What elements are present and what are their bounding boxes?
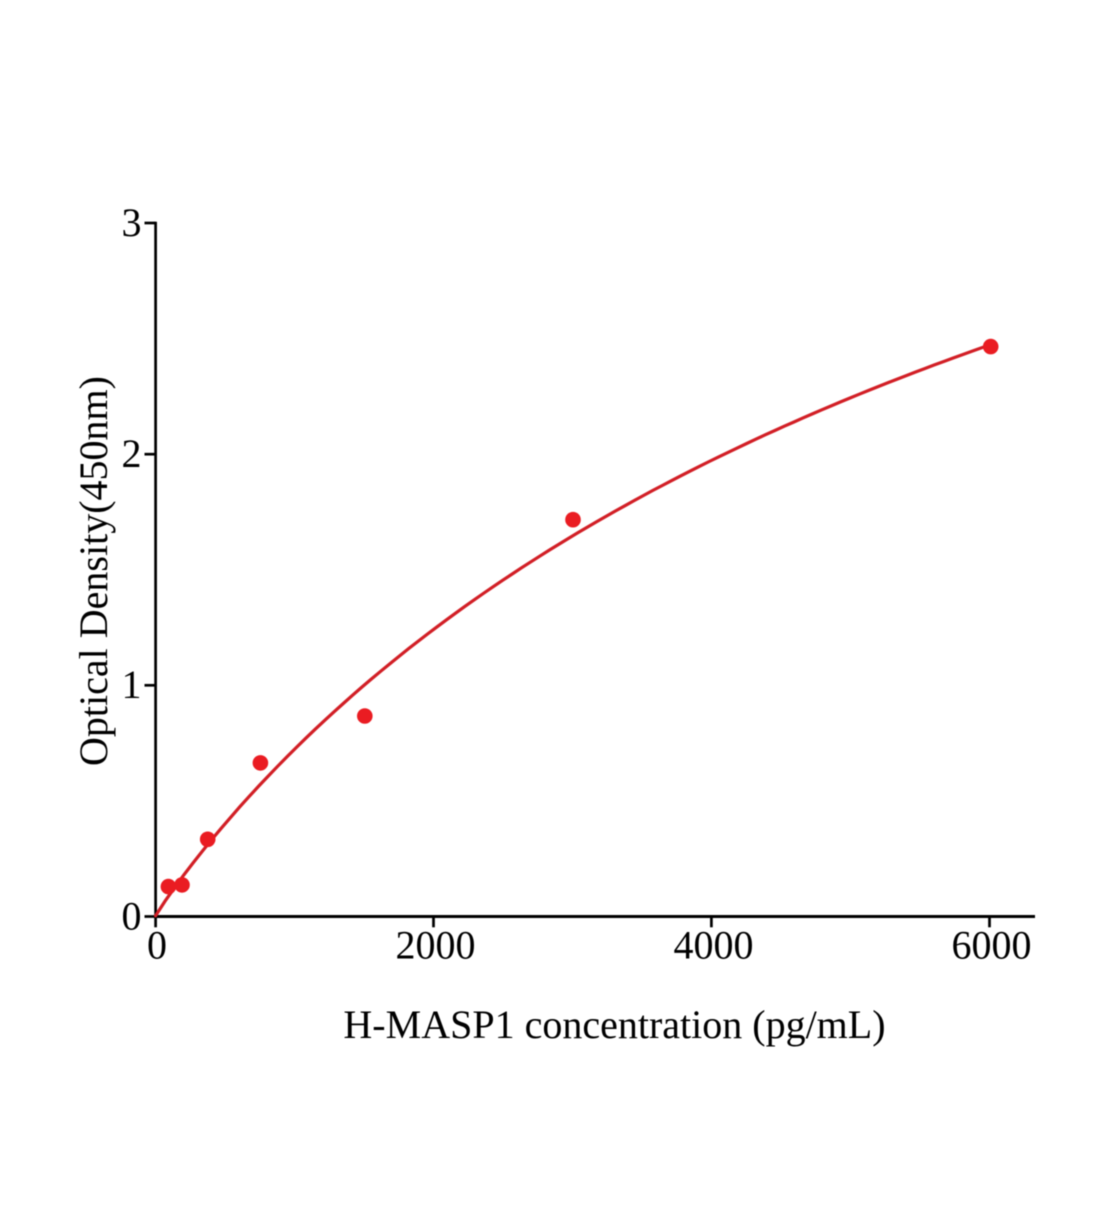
svg-text:2000: 2000 xyxy=(396,923,476,968)
svg-text:Optical Density(450nm): Optical Density(450nm) xyxy=(71,376,116,766)
svg-text:0: 0 xyxy=(122,893,142,938)
svg-text:3: 3 xyxy=(122,200,142,245)
svg-text:6000: 6000 xyxy=(952,923,1032,968)
svg-text:2: 2 xyxy=(122,431,142,476)
svg-text:H-MASP1 concentration (pg/mL): H-MASP1 concentration (pg/mL) xyxy=(343,1002,885,1047)
svg-text:4000: 4000 xyxy=(674,923,754,968)
svg-text:1: 1 xyxy=(122,662,142,707)
svg-text:0: 0 xyxy=(147,923,167,968)
